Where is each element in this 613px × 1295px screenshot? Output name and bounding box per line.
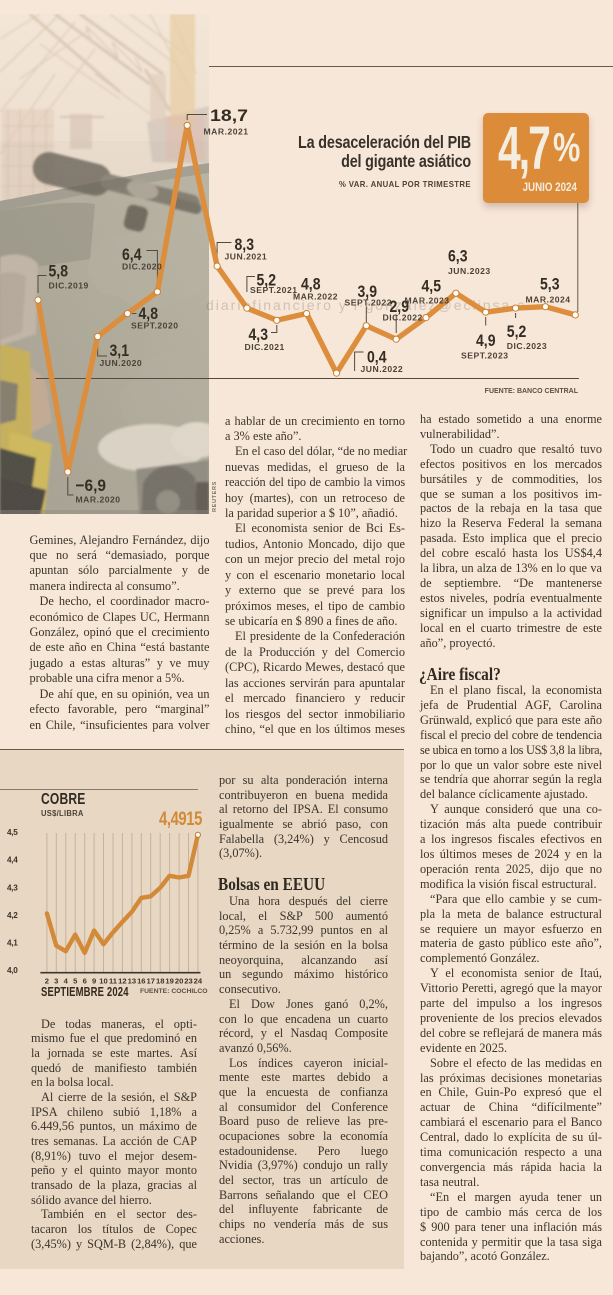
svg-text:4,3: 4,3: [249, 325, 269, 344]
svg-text:SEPT.2020: SEPT.2020: [131, 321, 179, 331]
svg-text:4,9: 4,9: [476, 331, 496, 350]
svg-text:4,0: 4,0: [7, 966, 18, 975]
svg-text:3,1: 3,1: [110, 341, 130, 360]
svg-text:MAR.2022: MAR.2022: [293, 292, 338, 302]
svg-text:6,3: 6,3: [448, 247, 468, 266]
svg-text:4,5: 4,5: [7, 828, 18, 837]
svg-text:4,3: 4,3: [7, 883, 18, 892]
svg-text:9: 9: [92, 977, 96, 986]
svg-text:5,2: 5,2: [257, 271, 277, 290]
svg-text:6,4: 6,4: [122, 245, 142, 264]
svg-text:JUN.2022: JUN.2022: [361, 364, 404, 374]
svg-text:SEPT.2021: SEPT.2021: [250, 285, 298, 295]
svg-text:18,7: 18,7: [210, 106, 248, 125]
svg-text:3,9: 3,9: [358, 282, 378, 301]
svg-text:JUN.2020: JUN.2020: [100, 358, 143, 368]
svg-text:4,8: 4,8: [139, 304, 159, 323]
svg-text:23: 23: [184, 977, 192, 986]
svg-text:DIC.2023: DIC.2023: [507, 341, 547, 351]
svg-text:5,2: 5,2: [507, 322, 527, 341]
svg-text:5: 5: [73, 977, 78, 986]
svg-text:5,3: 5,3: [540, 275, 560, 294]
svg-text:−6,9: −6,9: [76, 476, 107, 495]
svg-text:MAR.2020: MAR.2020: [76, 495, 121, 505]
svg-text:MAR.2021: MAR.2021: [204, 127, 249, 137]
svg-text:13: 13: [128, 977, 136, 986]
svg-text:MAR.2023: MAR.2023: [405, 296, 450, 306]
svg-text:4,8: 4,8: [301, 275, 321, 294]
svg-text:6: 6: [83, 977, 87, 986]
svg-text:DIC.2019: DIC.2019: [49, 281, 89, 291]
svg-text:JUN.2021: JUN.2021: [225, 252, 268, 262]
svg-text:5,8: 5,8: [49, 262, 69, 281]
svg-text:FUENTE: BANCO CENTRAL: FUENTE: BANCO CENTRAL: [485, 388, 579, 395]
svg-text:20: 20: [175, 977, 183, 986]
svg-text:JUN.2023: JUN.2023: [448, 266, 491, 276]
svg-text:3: 3: [54, 977, 58, 986]
svg-text:17: 17: [146, 977, 154, 986]
svg-text:2: 2: [45, 977, 49, 986]
svg-text:MAR.2024: MAR.2024: [526, 295, 571, 305]
svg-text:DIC.2021: DIC.2021: [245, 342, 285, 352]
svg-text:DIC.2020: DIC.2020: [122, 262, 162, 272]
svg-text:SEPT.2023: SEPT.2023: [461, 351, 509, 361]
svg-text:16: 16: [137, 977, 145, 986]
svg-text:4,1: 4,1: [7, 939, 18, 948]
svg-text:0,4: 0,4: [367, 348, 387, 367]
svg-text:4,5: 4,5: [422, 277, 442, 296]
svg-text:18: 18: [156, 977, 164, 986]
svg-text:19: 19: [165, 977, 173, 986]
svg-text:2,9: 2,9: [390, 297, 410, 316]
svg-text:10: 10: [99, 977, 107, 986]
svg-text:8,3: 8,3: [235, 235, 255, 254]
svg-text:SEPT.2022: SEPT.2022: [345, 298, 393, 308]
svg-text:4: 4: [64, 977, 69, 986]
svg-text:4,2: 4,2: [7, 911, 18, 920]
svg-text:4,4: 4,4: [7, 856, 18, 865]
svg-text:11: 11: [109, 977, 118, 986]
svg-text:24: 24: [194, 977, 203, 986]
svg-text:12: 12: [118, 977, 126, 986]
svg-text:DIC.2022: DIC.2022: [383, 313, 423, 323]
